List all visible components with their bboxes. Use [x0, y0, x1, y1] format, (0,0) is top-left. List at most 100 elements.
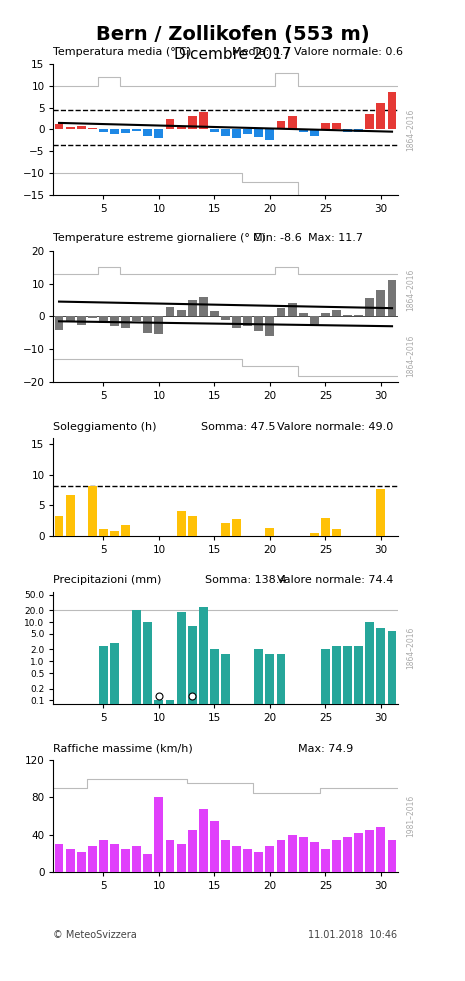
- Text: Somma: 47.5: Somma: 47.5: [201, 422, 276, 433]
- Bar: [210, 649, 219, 981]
- Bar: [243, 129, 252, 133]
- Text: 1864–2016: 1864–2016: [406, 335, 415, 377]
- Bar: [321, 313, 330, 317]
- Bar: [154, 798, 163, 872]
- Bar: [177, 310, 186, 317]
- Text: 1864–2016: 1864–2016: [406, 108, 415, 151]
- Bar: [321, 518, 330, 537]
- Bar: [54, 845, 63, 872]
- Bar: [288, 117, 297, 129]
- Text: Media: 0.7: Media: 0.7: [232, 46, 291, 57]
- Bar: [99, 840, 108, 872]
- Text: © MeteoSvizzera: © MeteoSvizzera: [53, 930, 137, 941]
- Bar: [110, 643, 119, 981]
- Text: 1864–2016: 1864–2016: [406, 627, 415, 669]
- Bar: [77, 317, 86, 325]
- Bar: [177, 511, 186, 537]
- Text: Min: -8.6: Min: -8.6: [253, 233, 302, 243]
- Bar: [88, 317, 97, 318]
- Text: Valore normale: 0.6: Valore normale: 0.6: [294, 46, 403, 57]
- Bar: [88, 847, 97, 872]
- Bar: [388, 281, 397, 317]
- Bar: [332, 310, 341, 317]
- Text: Valore normale: 74.4: Valore normale: 74.4: [277, 576, 393, 586]
- Bar: [288, 303, 297, 317]
- Bar: [221, 317, 230, 320]
- Bar: [54, 317, 63, 330]
- Bar: [199, 296, 208, 317]
- Bar: [277, 121, 286, 129]
- Bar: [166, 119, 174, 129]
- Bar: [99, 645, 108, 981]
- Text: Soleggiamento (h): Soleggiamento (h): [53, 422, 157, 433]
- Bar: [132, 317, 141, 322]
- Bar: [354, 315, 363, 317]
- Bar: [266, 654, 274, 981]
- Bar: [310, 843, 319, 872]
- Bar: [243, 317, 252, 327]
- Bar: [99, 529, 108, 537]
- Bar: [177, 845, 186, 872]
- Bar: [377, 489, 385, 537]
- Bar: [266, 528, 274, 537]
- Bar: [354, 129, 363, 131]
- Bar: [232, 520, 241, 537]
- Bar: [266, 317, 274, 336]
- Bar: [299, 313, 308, 317]
- Text: Somma: 138.4: Somma: 138.4: [205, 576, 286, 586]
- Bar: [99, 129, 108, 131]
- Bar: [332, 529, 341, 537]
- Bar: [166, 840, 174, 872]
- Bar: [254, 852, 263, 872]
- Bar: [143, 622, 152, 981]
- Bar: [110, 845, 119, 872]
- Bar: [188, 117, 197, 129]
- Bar: [266, 847, 274, 872]
- Bar: [332, 840, 341, 872]
- Bar: [365, 830, 374, 872]
- Bar: [54, 516, 63, 537]
- Bar: [343, 129, 352, 131]
- Bar: [154, 129, 163, 138]
- Bar: [177, 128, 186, 129]
- Bar: [221, 654, 230, 981]
- Bar: [388, 631, 397, 981]
- Bar: [54, 125, 63, 129]
- Text: Bern / Zollikofen (553 m): Bern / Zollikofen (553 m): [96, 25, 369, 43]
- Bar: [232, 317, 241, 328]
- Bar: [388, 840, 397, 872]
- Bar: [121, 525, 130, 537]
- Text: Raffiche massime (km/h): Raffiche massime (km/h): [53, 744, 193, 753]
- Bar: [299, 129, 308, 131]
- Bar: [166, 700, 174, 981]
- Bar: [154, 317, 163, 335]
- Bar: [354, 645, 363, 981]
- Bar: [188, 300, 197, 317]
- Bar: [299, 837, 308, 872]
- Bar: [377, 290, 385, 317]
- Text: Dicembre 2017: Dicembre 2017: [174, 47, 291, 62]
- Bar: [321, 849, 330, 872]
- Text: Max: 11.7: Max: 11.7: [308, 233, 363, 243]
- Bar: [310, 533, 319, 537]
- Bar: [210, 129, 219, 131]
- Text: Temperatura media (° C): Temperatura media (° C): [53, 46, 192, 57]
- Bar: [143, 853, 152, 872]
- Bar: [377, 103, 385, 129]
- Bar: [277, 308, 286, 317]
- Bar: [221, 523, 230, 537]
- Bar: [221, 129, 230, 136]
- Text: Valore normale: 49.0: Valore normale: 49.0: [277, 422, 393, 433]
- Bar: [99, 317, 108, 323]
- Bar: [66, 317, 74, 322]
- Bar: [188, 830, 197, 872]
- Bar: [310, 129, 319, 136]
- Bar: [132, 610, 141, 981]
- Bar: [254, 649, 263, 981]
- Bar: [332, 123, 341, 129]
- Bar: [310, 317, 319, 325]
- Bar: [66, 495, 74, 537]
- Bar: [110, 129, 119, 133]
- Bar: [354, 833, 363, 872]
- Text: Max: 74.9: Max: 74.9: [298, 744, 353, 753]
